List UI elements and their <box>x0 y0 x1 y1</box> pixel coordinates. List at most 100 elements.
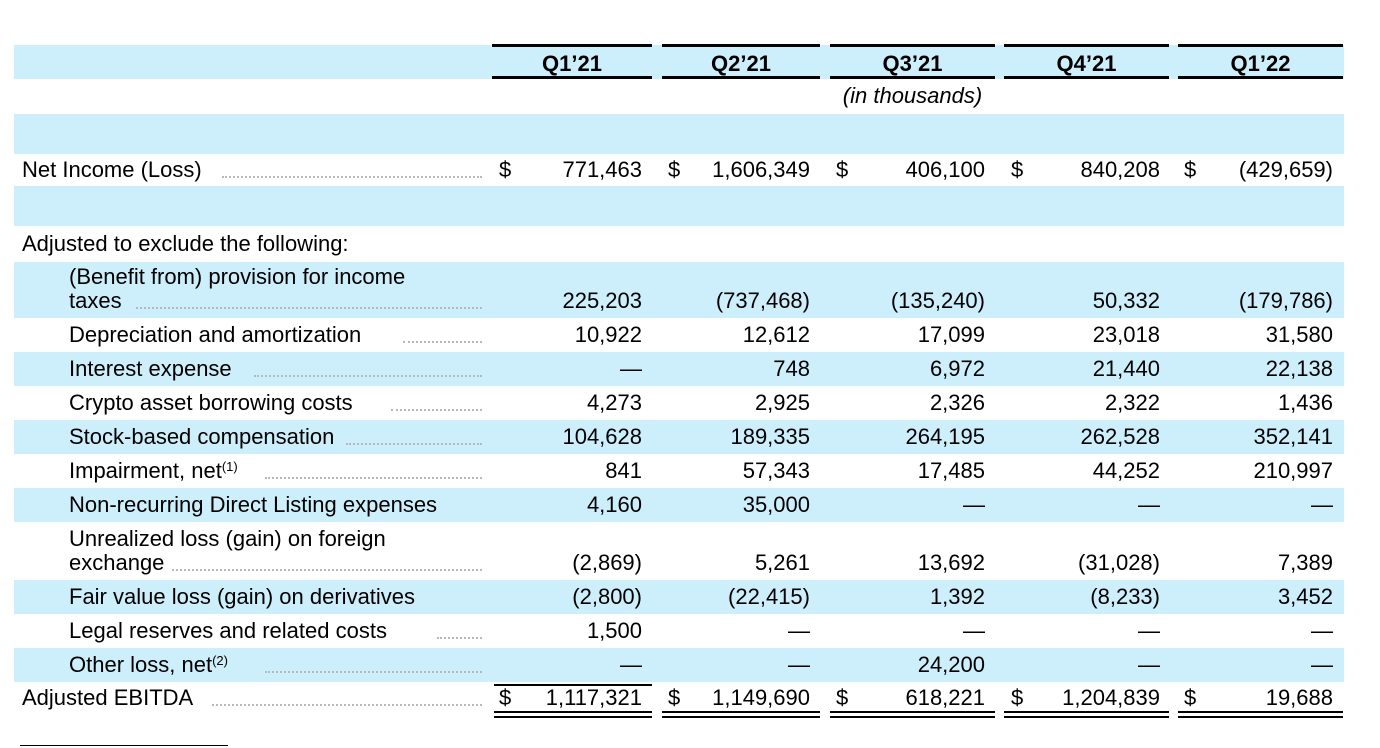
value-adjustment-3: 264,195 <box>905 424 985 449</box>
footnote-marker: (1) <box>221 459 238 474</box>
value-net-income-1: 771,463 <box>562 157 642 182</box>
net-income-label: Net Income (Loss) <box>22 157 202 182</box>
band-header <box>14 45 1344 79</box>
value-adjustment-3: (135,240) <box>890 288 985 313</box>
currency-symbol: $ <box>668 157 681 182</box>
band-interest <box>14 352 1344 386</box>
value-adjustment-2: 2,925 <box>754 390 810 415</box>
value-adjustment-1: 4,273 <box>586 390 642 415</box>
adjustments-heading: Adjusted to exclude the following: <box>22 231 349 256</box>
value-adjustment-4: 50,332 <box>1092 288 1160 313</box>
value-adjustment-5: 3,452 <box>1277 584 1333 609</box>
value-adjustment-1: 225,203 <box>562 288 642 313</box>
value-adjustment-1: (2,800) <box>572 584 642 609</box>
value-adjustment-4: (31,028) <box>1078 550 1160 575</box>
footnote-marker: (2) <box>212 653 228 668</box>
value-adjustment-1: — <box>620 356 642 381</box>
value-adjusted-ebitda-5: 19,688 <box>1265 685 1333 710</box>
value-adjustment-5: (179,786) <box>1238 288 1333 313</box>
value-adjustment-2: 12,612 <box>742 322 810 347</box>
band-derivatives <box>14 580 1344 614</box>
value-adjustment-1: 4,160 <box>586 492 642 517</box>
value-adjustment-2: (22,415) <box>728 584 810 609</box>
adjustment-label: Crypto asset borrowing costs <box>69 390 353 415</box>
value-adjustment-3: 24,200 <box>917 652 985 677</box>
value-adjustment-1: 841 <box>605 458 642 483</box>
value-adjustment-5: 1,436 <box>1277 390 1333 415</box>
leader-dots <box>391 409 482 411</box>
adjustment-label: Other loss, net(2) <box>69 652 228 677</box>
value-adjustment-2: 5,261 <box>754 550 810 575</box>
currency-symbol: $ <box>1184 157 1197 182</box>
column-header-q3-21: Q3’21 <box>830 44 995 79</box>
value-net-income-4: 840,208 <box>1080 157 1160 182</box>
value-adjustment-4: 262,528 <box>1080 424 1160 449</box>
value-adjustment-4: 44,252 <box>1092 458 1160 483</box>
footnote-rule <box>20 745 228 746</box>
column-header-q1-21: Q1’21 <box>492 44 652 79</box>
leader-dots <box>402 341 482 343</box>
currency-symbol: $ <box>668 685 681 710</box>
ebitda-double-rule-3 <box>830 711 995 718</box>
value-adjustment-5: — <box>1311 618 1333 643</box>
adjustment-label-line1: (Benefit from) provision for income <box>69 264 406 289</box>
currency-symbol: $ <box>1184 685 1197 710</box>
leader-dots <box>254 375 482 377</box>
leader-dots <box>265 477 482 479</box>
ebitda-double-rule-1 <box>494 711 652 718</box>
adjustment-label: Depreciation and amortization <box>69 322 362 347</box>
value-adjustment-4: — <box>1138 652 1160 677</box>
adjustment-label-line2: exchange <box>69 550 165 575</box>
band-other-loss <box>14 648 1344 682</box>
leader-dots <box>172 569 482 571</box>
value-adjustment-5: 352,141 <box>1253 424 1333 449</box>
value-adjustment-5: 22,138 <box>1265 356 1333 381</box>
value-adjustment-1: (2,869) <box>572 550 642 575</box>
column-header-q1-22: Q1’22 <box>1178 44 1343 79</box>
value-adjustment-5: — <box>1311 652 1333 677</box>
adjustment-label: Legal reserves and related costs <box>69 618 387 643</box>
value-adjusted-ebitda-2: 1,149,690 <box>712 685 810 710</box>
value-net-income-5: (429,659) <box>1238 157 1333 182</box>
value-adjustment-5: — <box>1311 492 1333 517</box>
currency-symbol: $ <box>1011 157 1024 182</box>
value-adjustment-2: 189,335 <box>730 424 810 449</box>
value-adjustment-2: 35,000 <box>742 492 810 517</box>
value-adjustment-3: 6,972 <box>929 356 985 381</box>
value-adjustment-3: 13,692 <box>917 550 985 575</box>
value-adjustment-2: 57,343 <box>742 458 810 483</box>
value-adjustment-4: 21,440 <box>1092 356 1160 381</box>
value-adjustment-3: — <box>963 492 985 517</box>
value-adjusted-ebitda-4: 1,204,839 <box>1062 685 1160 710</box>
value-adjustment-3: 17,485 <box>917 458 985 483</box>
adjustment-label-line2: taxes <box>69 288 122 313</box>
leader-dots <box>136 307 482 309</box>
adjustment-label: Interest expense <box>69 356 232 381</box>
ebitda-double-rule-5 <box>1178 711 1343 718</box>
value-adjustment-2: 748 <box>773 356 810 381</box>
currency-symbol: $ <box>499 157 512 182</box>
value-adjustment-4: — <box>1138 492 1160 517</box>
currency-symbol: $ <box>836 157 849 182</box>
units-note: (in thousands) <box>842 83 983 108</box>
adjustment-label: Impairment, net(1) <box>69 458 238 483</box>
value-adjustment-4: — <box>1138 618 1160 643</box>
value-adjustment-5: 7,389 <box>1277 550 1333 575</box>
value-adjustment-1: 10,922 <box>574 322 642 347</box>
value-adjustment-4: 2,322 <box>1104 390 1160 415</box>
leader-dots <box>212 704 482 706</box>
column-header-q2-21: Q2’21 <box>662 44 820 79</box>
currency-symbol: $ <box>836 685 849 710</box>
column-header-q4-21: Q4’21 <box>1004 44 1169 79</box>
value-net-income-2: 1,606,349 <box>712 157 810 182</box>
leader-dots <box>265 671 482 673</box>
leader-dots <box>436 637 482 639</box>
band-stock-comp <box>14 420 1344 454</box>
currency-symbol: $ <box>499 685 512 710</box>
value-adjustment-3: 1,392 <box>929 584 985 609</box>
value-adjustment-4: (8,233) <box>1090 584 1160 609</box>
band-spacer-1 <box>14 114 1344 154</box>
band-spacer-2 <box>14 186 1344 226</box>
value-adjustment-1: — <box>620 652 642 677</box>
adjusted-ebitda-label: Adjusted EBITDA <box>22 685 194 710</box>
